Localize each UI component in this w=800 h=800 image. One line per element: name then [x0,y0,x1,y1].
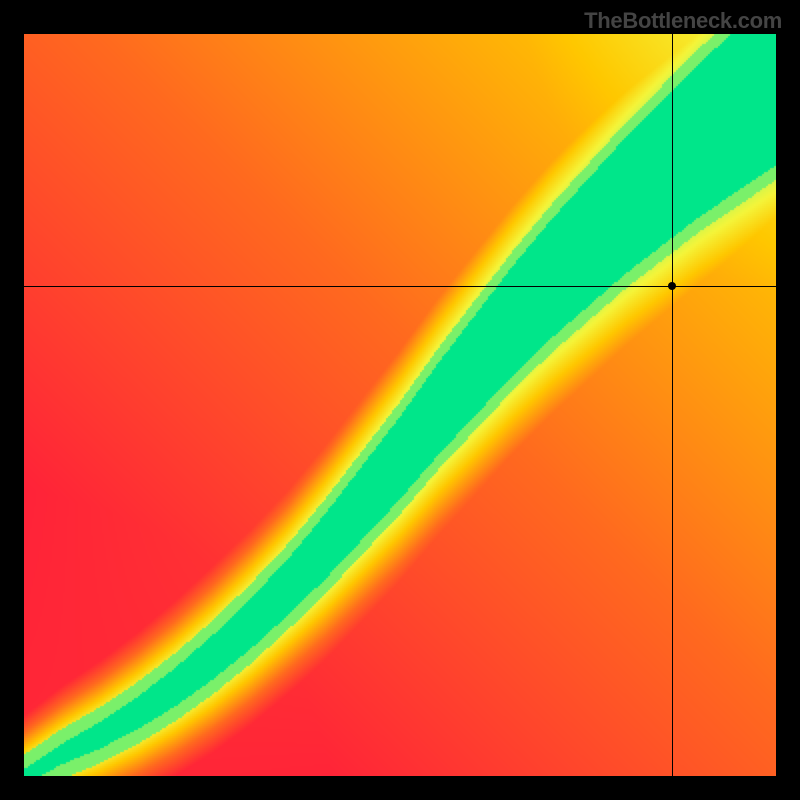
watermark-text: TheBottleneck.com [584,8,782,34]
heatmap-canvas [24,34,776,776]
heatmap-plot [24,34,776,776]
crosshair-horizontal [24,286,776,287]
crosshair-vertical [672,34,673,776]
marker-dot [668,282,676,290]
